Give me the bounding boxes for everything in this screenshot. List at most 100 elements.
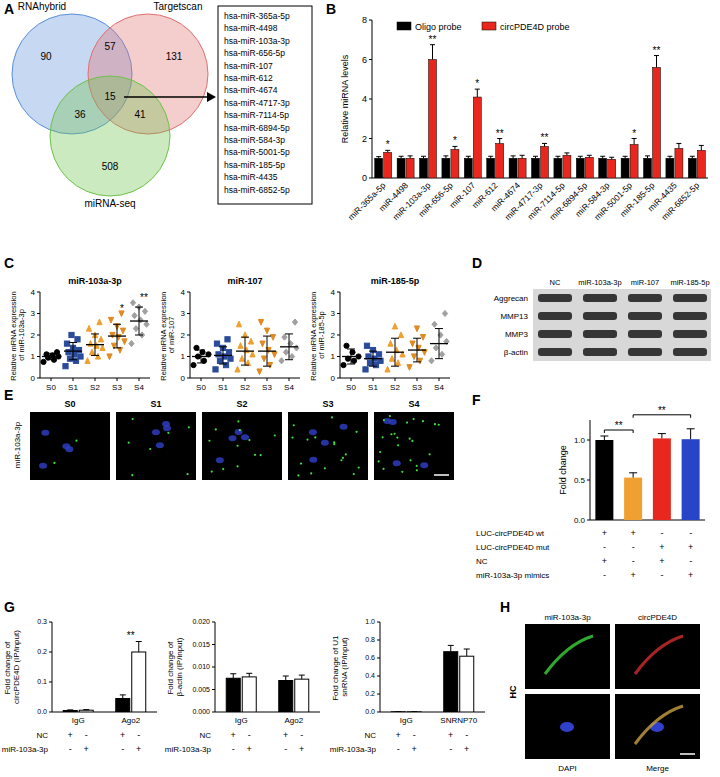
error-bar (511, 156, 516, 158)
y-tick (587, 520, 590, 521)
condition-value: + (659, 542, 664, 552)
error-cap (520, 155, 525, 156)
error-bar (497, 139, 502, 144)
condition-value: + (84, 744, 89, 754)
venn-count: 15 (104, 91, 116, 102)
bar (621, 158, 629, 178)
scale-bar (680, 753, 695, 755)
y-tick (212, 689, 215, 690)
error-bar (411, 711, 417, 712)
x-tick (51, 378, 52, 381)
row-label: MMP3 (505, 330, 529, 339)
condition-value: - (660, 528, 663, 538)
label-line: Fold change of (3, 639, 12, 694)
condition-value: - (689, 556, 692, 566)
error-bar (283, 676, 289, 681)
legend-label: circPDE4D probe (500, 22, 570, 32)
condition-value: - (85, 730, 88, 740)
label-line: Relative miRNA levels (340, 54, 350, 143)
error-line (633, 473, 634, 478)
sd-line (351, 349, 352, 364)
signal (300, 462, 302, 464)
x-tick (395, 378, 396, 381)
point (292, 319, 297, 325)
list-box (218, 6, 312, 204)
y-tick-label: 2 (362, 134, 367, 144)
point (432, 321, 437, 327)
sd-cap (219, 364, 227, 365)
error-cap (587, 155, 592, 156)
error-line (432, 45, 433, 60)
point (214, 341, 219, 346)
mirna-name: hsa-miR-185-5p (224, 160, 285, 170)
nucleus (420, 462, 428, 468)
venn-count: 36 (74, 109, 86, 120)
signal (131, 474, 133, 476)
point (257, 369, 262, 375)
sd-cap (391, 366, 399, 367)
y-tick (337, 313, 340, 314)
error-line (233, 674, 234, 679)
sd-line (223, 347, 224, 364)
signal (345, 453, 347, 455)
y-tick (37, 313, 40, 314)
band (673, 312, 707, 320)
error-cap (658, 433, 666, 434)
y-tick (212, 667, 215, 668)
x-tick-label: S4 (284, 383, 294, 392)
error-bar (430, 45, 435, 60)
label-line: of miR-185-5p (317, 311, 326, 359)
point (407, 365, 412, 371)
signal (222, 468, 224, 470)
condition-value: - (300, 730, 303, 740)
y-tick-label: 1 (181, 352, 186, 361)
error-bar (600, 156, 605, 158)
y-tick (369, 178, 372, 179)
panel-label: E (4, 387, 13, 403)
signal (75, 440, 77, 442)
sd-cap (91, 355, 99, 356)
signal (331, 416, 333, 418)
signal (406, 421, 408, 423)
band (583, 294, 617, 302)
condition-label: LUC-circPDE4D wt (476, 529, 545, 538)
signal (291, 436, 293, 438)
label-line: Fold change of (166, 639, 175, 694)
axis-label: Relative mRNA expression of miR-107 (159, 289, 177, 380)
error-cap (376, 156, 381, 157)
signal (342, 457, 344, 459)
stage-label: S2 (236, 399, 247, 409)
signal (355, 431, 357, 433)
axis-label: Fold change of β-actin (IP/input) (166, 637, 184, 696)
point (226, 350, 231, 355)
error-cap (120, 694, 126, 695)
signal (409, 438, 411, 440)
signal (389, 415, 391, 417)
bar (518, 158, 526, 178)
x-tick-label: S0 (346, 383, 356, 392)
y-tick-label: 1 (331, 352, 336, 361)
signal (422, 420, 424, 422)
bar (407, 711, 421, 712)
error-cap (488, 156, 493, 157)
point (98, 336, 103, 342)
error-bar (448, 645, 454, 651)
significance: ** (541, 132, 549, 143)
point (41, 359, 46, 364)
nucleus (340, 424, 348, 430)
y-tick-label: 0 (331, 374, 336, 383)
x-tick (201, 378, 202, 381)
venn-set-label: RNAhybrid (18, 1, 66, 12)
row-label: β-actin (504, 348, 528, 357)
label-line: Fold change (558, 445, 568, 495)
significance: ** (496, 128, 504, 139)
bar (644, 158, 652, 178)
x-tick-label: S2 (90, 383, 100, 392)
y-tick-label: 0.010 (192, 663, 210, 670)
nucleus (235, 429, 243, 435)
point (376, 352, 381, 357)
bar (397, 158, 405, 178)
label-line: Fold change of U1 (331, 633, 340, 701)
y-tick-label: 0.005 (192, 686, 210, 693)
y-tick (337, 378, 340, 379)
